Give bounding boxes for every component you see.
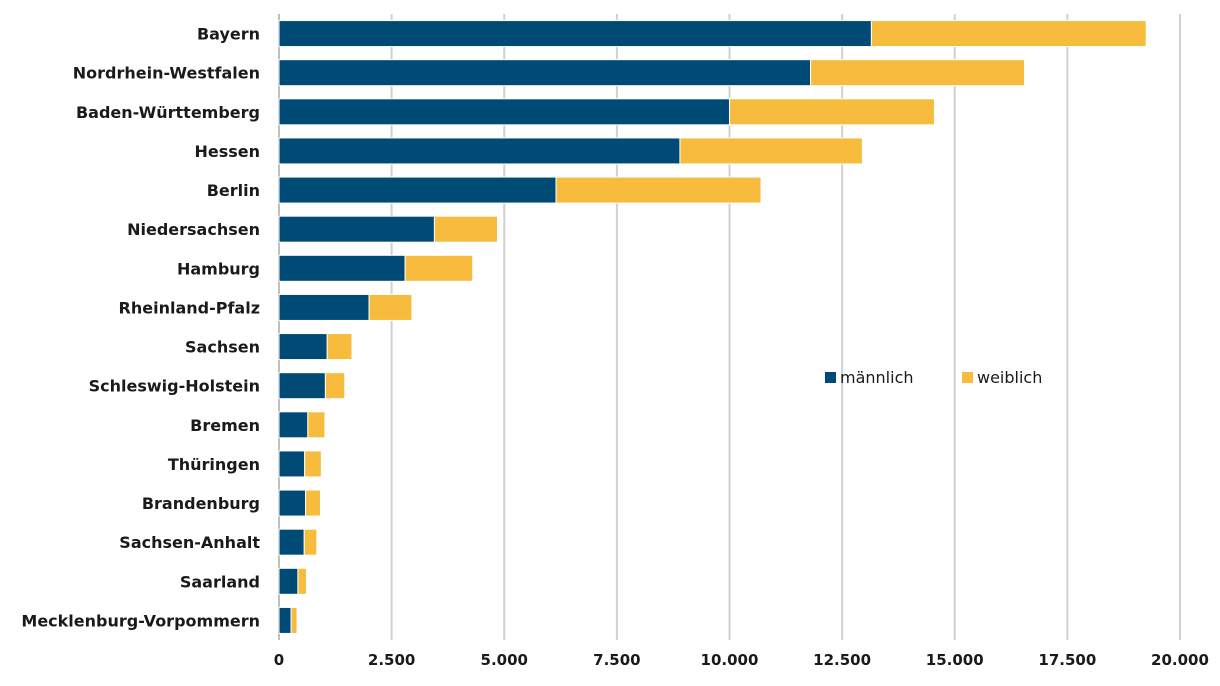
bar-weiblich (368, 293, 413, 321)
category-label: Bayern (197, 25, 260, 44)
bar-weiblich (555, 176, 762, 204)
bar-weiblich (324, 372, 346, 400)
category-labels: Bayern Nordrhein-Westfalen Baden-Württembe… (21, 25, 260, 631)
bar-maennlich (278, 293, 370, 321)
legend-label: weiblich (977, 368, 1042, 387)
bar-maennlich (278, 137, 681, 165)
bar-weiblich (297, 567, 307, 595)
bar-weiblich (303, 528, 318, 556)
category-label: Rheinland-Pfalz (119, 298, 260, 317)
category-label: Nordrhein-Westfalen (73, 64, 260, 83)
bar-maennlich (278, 59, 812, 87)
bar-maennlich (278, 489, 307, 517)
category-label: Hamburg (177, 259, 260, 278)
bar-weiblich (305, 489, 321, 517)
x-tick-label: 5.000 (481, 651, 528, 669)
x-tick-label: 0 (274, 651, 284, 669)
bar-weiblich (810, 59, 1026, 87)
x-tick-label: 12.500 (813, 651, 871, 669)
bar-weiblich (307, 411, 326, 439)
bar-maennlich (278, 528, 305, 556)
x-tick-label: 20.000 (1151, 651, 1209, 669)
x-tick-label: 17.500 (1038, 651, 1096, 669)
bar-maennlich (278, 98, 730, 126)
legend-label: männlich (840, 368, 914, 387)
bar-maennlich (278, 20, 872, 48)
legend-swatch (825, 372, 836, 383)
category-label: Sachsen-Anhalt (119, 533, 260, 552)
x-tick-label: 10.000 (701, 651, 759, 669)
category-label: Mecklenburg-Vorpommern (21, 611, 260, 630)
category-label: Hessen (194, 142, 260, 161)
x-tick-label: 2.500 (368, 651, 415, 669)
bar-maennlich (278, 176, 557, 204)
bar-maennlich (278, 333, 328, 361)
bar-maennlich (278, 372, 326, 400)
bar-weiblich (304, 450, 322, 478)
category-label: Schleswig-Holstein (89, 377, 260, 396)
bar-weiblich (326, 333, 353, 361)
bar-weiblich (404, 254, 474, 282)
category-label: Brandenburg (142, 494, 260, 513)
bar-maennlich (278, 215, 435, 243)
x-tick-label: 7.500 (593, 651, 640, 669)
bar-maennlich (278, 450, 306, 478)
category-label: Niedersachsen (127, 220, 260, 239)
category-label: Bremen (190, 416, 260, 435)
category-label: Berlin (207, 181, 260, 200)
x-tick-label: 15.000 (926, 651, 984, 669)
legend-swatch (962, 372, 973, 383)
bar-weiblich (870, 20, 1147, 48)
bar-maennlich (278, 567, 299, 595)
bar-weiblich (290, 606, 298, 634)
legend: männlich weiblich (825, 368, 1042, 387)
category-label: Saarland (180, 572, 260, 591)
category-label: Sachsen (185, 338, 260, 357)
x-tick-labels: 0 2.500 5.000 7.500 10.000 12.500 15.000 17.500… (274, 651, 1209, 669)
bar-maennlich (278, 606, 292, 634)
category-label: Baden-Württemberg (76, 103, 260, 122)
bar-weiblich (433, 215, 498, 243)
bar-maennlich (278, 411, 309, 439)
bars (278, 20, 1147, 634)
category-label: Thüringen (168, 455, 260, 474)
bar-maennlich (278, 254, 406, 282)
bar-weiblich (729, 98, 935, 126)
bar-weiblich (679, 137, 863, 165)
